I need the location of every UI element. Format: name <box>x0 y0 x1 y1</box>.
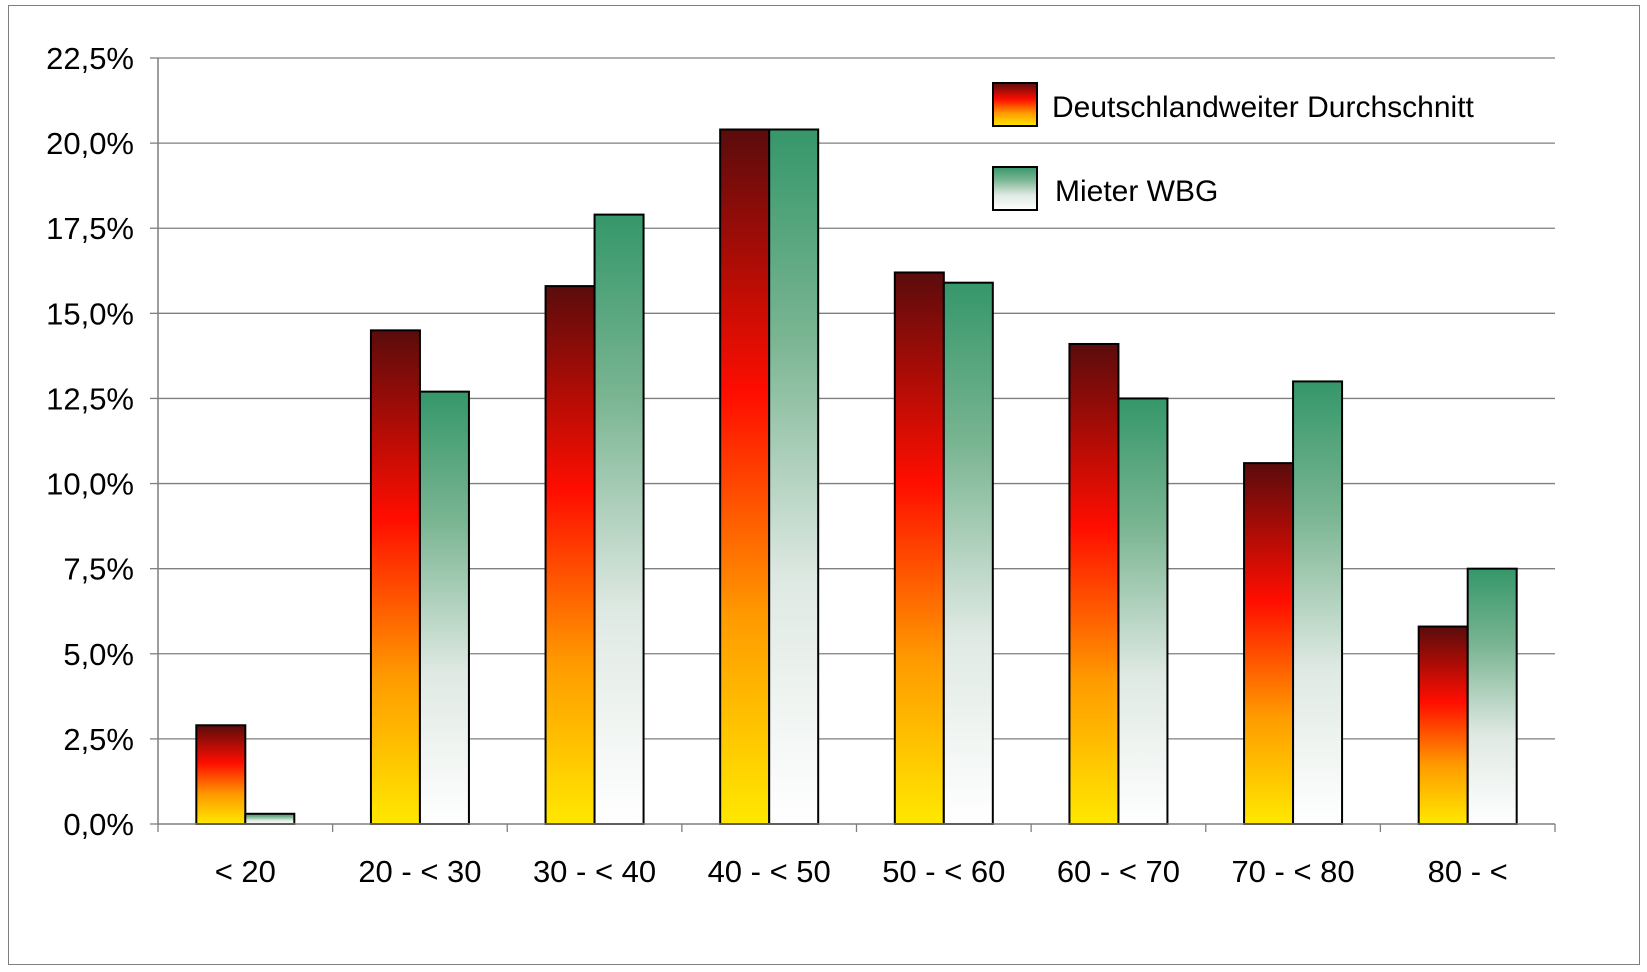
y-tick-label: 7,5% <box>63 552 134 587</box>
bar-durchschnitt <box>195 724 247 826</box>
bar-durchschnitt <box>1068 342 1120 825</box>
axes <box>150 57 1556 832</box>
bar-durchschnitt <box>893 271 945 826</box>
bar-mieter-wbg <box>1466 567 1518 826</box>
bar-durchschnitt <box>544 285 596 825</box>
x-tick-label: 50 - < 60 <box>882 854 1005 889</box>
y-tick-label: 17,5% <box>46 211 134 246</box>
bar-mieter-wbg <box>244 812 296 826</box>
x-tick-labels: < 20 20 - < 30 30 - < 40 40 - < 50 50 - < 60… <box>215 854 1508 889</box>
bar-mieter-wbg <box>593 213 645 826</box>
bar-mieter-wbg <box>418 390 470 825</box>
bar-chart: 0,0% 2,5% 5,0% 7,5% 10,0% 12,5% 15,0% 17,5% 20,0… <box>46 41 1556 889</box>
x-tick-label: < 20 <box>215 854 276 889</box>
x-tick-label: 30 - < 40 <box>533 854 656 889</box>
y-tick-label: 0,0% <box>63 807 134 842</box>
y-tick-label: 15,0% <box>46 296 134 331</box>
x-tick-label: 70 - < 80 <box>1231 854 1354 889</box>
y-tick-label: 20,0% <box>46 126 134 161</box>
bar-durchschnitt <box>719 128 771 825</box>
y-tick-label: 12,5% <box>46 381 134 416</box>
bar-mieter-wbg <box>768 128 820 825</box>
bar-mieter-wbg <box>1117 397 1169 825</box>
legend: Deutschlandweiter Durchschnitt Mieter WB… <box>992 82 1475 211</box>
bar-mieter-wbg <box>1292 380 1344 825</box>
x-tick-label: 80 - < <box>1428 854 1508 889</box>
x-tick-label: 40 - < 50 <box>708 854 831 889</box>
chart-frame: 0,0% 2,5% 5,0% 7,5% 10,0% 12,5% 15,0% 17,5% 20,0… <box>8 5 1640 965</box>
bar-durchschnitt <box>1417 625 1469 826</box>
gridlines <box>158 57 1555 740</box>
legend-label-durchschnitt: Deutschlandweiter Durchschnitt <box>1052 91 1475 124</box>
bar-mieter-wbg <box>942 281 994 825</box>
x-tick-label: 20 - < 30 <box>358 854 481 889</box>
y-tick-label: 5,0% <box>63 637 134 672</box>
y-tick-label: 2,5% <box>63 722 134 757</box>
legend-label-mieter: Mieter WBG <box>1055 175 1218 208</box>
bar-durchschnitt <box>369 329 421 825</box>
legend-swatch-mieter <box>992 166 1038 211</box>
bar-durchschnitt <box>1243 462 1295 825</box>
legend-swatch-durchschnitt <box>992 82 1038 127</box>
bars <box>195 128 1518 826</box>
y-tick-labels: 0,0% 2,5% 5,0% 7,5% 10,0% 12,5% 15,0% 17,5% 20,0… <box>46 41 134 842</box>
y-tick-label: 10,0% <box>46 467 134 502</box>
y-tick-label: 22,5% <box>46 41 134 76</box>
x-tick-label: 60 - < 70 <box>1057 854 1180 889</box>
